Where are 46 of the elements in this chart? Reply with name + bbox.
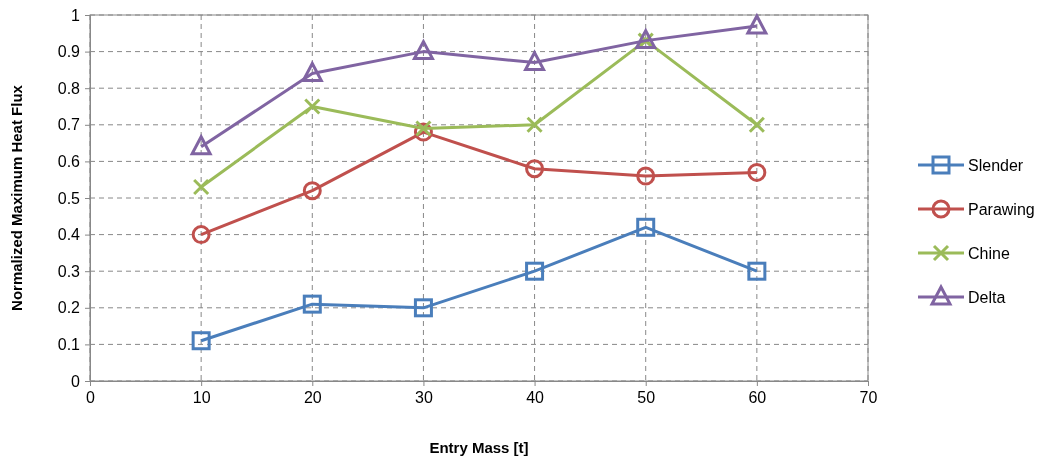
- y-tick-label: 1: [71, 6, 81, 24]
- y-tick-label: 0.5: [57, 189, 81, 207]
- point: [412, 40, 434, 61]
- y-axis-title: Normalized Maximum Heat Flux: [8, 84, 25, 311]
- point: [301, 62, 323, 83]
- y-tick-label: 0.7: [57, 116, 81, 134]
- point: [747, 162, 767, 182]
- point: [526, 116, 544, 134]
- point: [191, 331, 211, 351]
- point: [525, 159, 545, 179]
- x-tick-label: 60: [748, 389, 767, 407]
- y-tick-label: 0.1: [57, 336, 81, 354]
- point: [302, 294, 322, 314]
- point: [413, 298, 433, 318]
- x-tick-label: 20: [303, 389, 322, 407]
- point: [414, 119, 432, 137]
- point: [190, 135, 212, 156]
- legend-label: Slender: [968, 157, 1024, 174]
- point: [748, 116, 766, 134]
- x-tick-label: 30: [415, 389, 433, 407]
- x-axis-title: Entry Mass [t]: [429, 439, 529, 456]
- y-tick-label: 0: [71, 372, 81, 390]
- y-tick-label: 0.3: [57, 262, 81, 280]
- x-tick-label: 70: [859, 389, 878, 407]
- point: [303, 98, 321, 115]
- point: [747, 261, 767, 281]
- point: [192, 178, 210, 196]
- x-tick-label: 0: [86, 389, 96, 407]
- point: [302, 181, 322, 201]
- point: [525, 261, 545, 281]
- point: [636, 217, 656, 237]
- point: [524, 51, 546, 72]
- y-tick-label: 0.8: [57, 79, 81, 97]
- point: [191, 225, 211, 245]
- x-tick-label: 50: [637, 389, 656, 407]
- y-tick-label: 0.4: [57, 226, 81, 244]
- legend-label: Parawing: [968, 201, 1035, 218]
- x-tick-label: 10: [192, 389, 211, 407]
- y-tick-label: 0.9: [57, 43, 81, 61]
- x-tick-label: 40: [526, 389, 545, 407]
- legend-label: Chine: [968, 245, 1010, 262]
- point: [746, 14, 768, 35]
- y-tick-label: 0.6: [57, 153, 81, 171]
- point: [636, 166, 656, 186]
- y-tick-label: 0.2: [57, 299, 81, 317]
- legend-label: Delta: [968, 289, 1006, 306]
